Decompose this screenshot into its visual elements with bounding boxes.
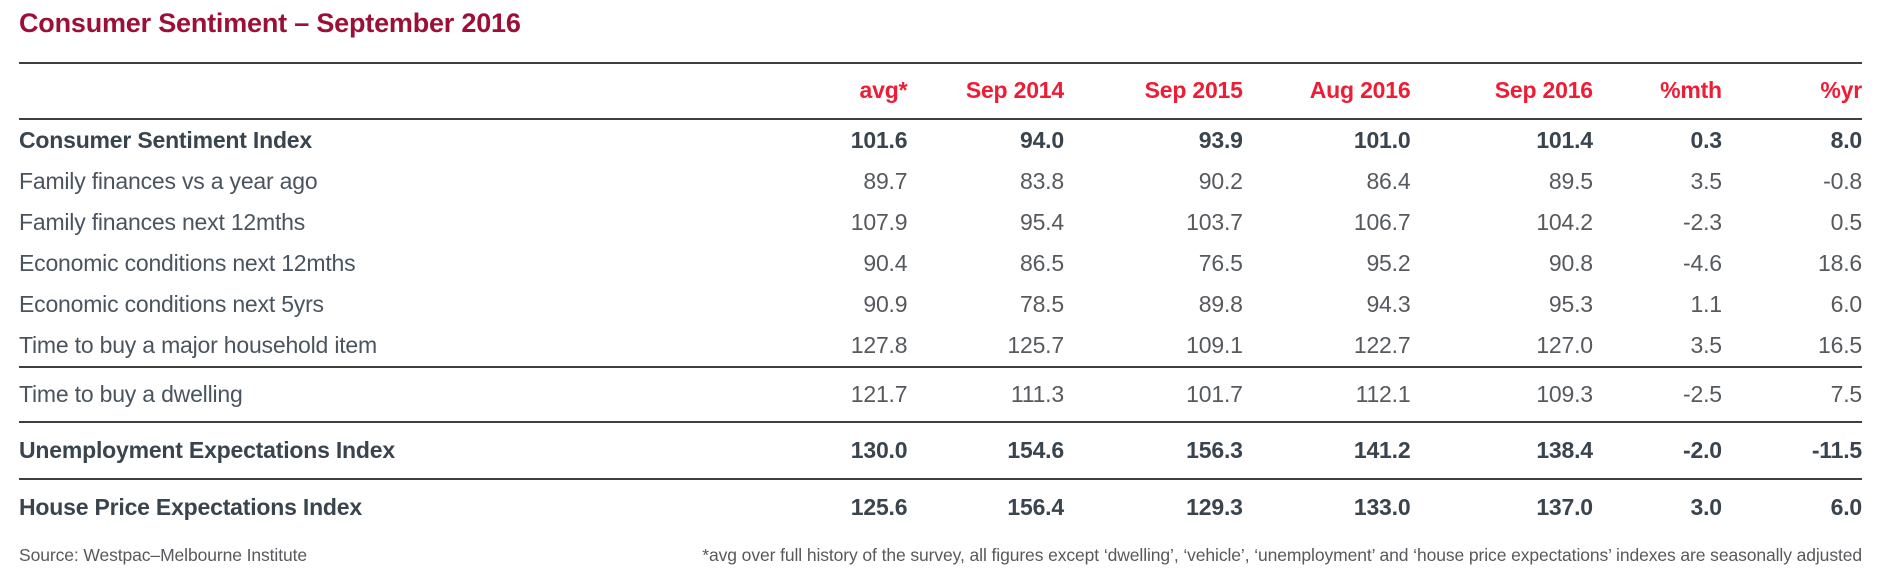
cell-value: 7.5 [1721, 366, 1862, 422]
row-label: Economic conditions next 5yrs [19, 291, 324, 317]
cell-value: 95.2 [1366, 250, 1411, 276]
row-label: Unemployment Expectations Index [19, 421, 757, 479]
cell-value: 89.5 [1548, 168, 1593, 194]
cell-value: 130.0 [756, 421, 908, 479]
cell-value: 101.4 [1536, 127, 1593, 153]
cell-value: 133.0 [1242, 478, 1411, 535]
cell-value: 90.9 [863, 291, 908, 317]
table-row: Economic conditions next 12mths 90.4 86.5 7… [19, 243, 1862, 284]
cell-value: -11.5 [1721, 421, 1862, 479]
cell-value: 93.9 [1198, 127, 1243, 153]
column-header: Aug 2016 [1242, 62, 1411, 120]
row-label: Family finances vs a year ago [19, 168, 318, 194]
cell-value: 156.3 [1063, 421, 1243, 479]
table-row: Unemployment Expectations Index 130.0 154.… [19, 421, 1862, 479]
cell-value: 101.6 [850, 127, 908, 153]
cell-value: 125.6 [756, 478, 908, 535]
cell-value: 127.0 [1536, 332, 1593, 358]
table-footer: Source: Westpac–Melbourne Institute *avg… [19, 545, 1862, 566]
table-row: Consumer Sentiment Index 101.6 94.0 93.9 101… [19, 119, 1862, 161]
header-row: avg* Sep 2014 Sep 2015 Aug 2016 Sep 2016 %mth… [19, 62, 1862, 120]
cell-value: 86.5 [1020, 250, 1064, 276]
column-header: Sep 2015 [1063, 62, 1243, 120]
footnote: *avg over full history of the survey, al… [702, 545, 1862, 565]
column-header: Sep 2016 [1410, 62, 1593, 120]
cell-value: 121.7 [756, 366, 908, 422]
cell-value: 94.3 [1366, 291, 1411, 317]
column-header: %mth [1592, 62, 1722, 120]
cell-value: -0.8 [1823, 168, 1862, 194]
table-row: Economic conditions next 5yrs 90.9 78.5 89.… [19, 284, 1862, 325]
table-header: avg* Sep 2014 Sep 2015 Aug 2016 Sep 2016 %mth… [19, 62, 1862, 120]
cell-value: 112.1 [1242, 366, 1411, 422]
cell-value: 16.5 [1818, 332, 1862, 358]
cell-value: 3.5 [1690, 332, 1723, 358]
cell-value: 6.0 [1721, 478, 1862, 535]
cell-value: 0.5 [1830, 209, 1863, 235]
row-label: Time to buy a dwelling [19, 366, 757, 422]
table-body: Consumer Sentiment Index 101.6 94.0 93.9 101… [19, 119, 1862, 535]
column-header: avg* [756, 62, 908, 120]
cell-value: 89.7 [863, 168, 908, 194]
column-header: Sep 2014 [907, 62, 1064, 120]
cell-value: 78.5 [1020, 291, 1064, 317]
table-row: Family finances vs a year ago 89.7 83.8 90.… [19, 161, 1862, 202]
cell-value: 109.3 [1410, 366, 1593, 422]
row-label: Family finances next 12mths [19, 209, 306, 235]
row-label: Time to buy a major household item [19, 332, 377, 358]
table-row: Time to buy a major household item 127.8 1… [19, 325, 1862, 367]
column-header-blank [19, 62, 757, 120]
cell-value: 18.6 [1818, 250, 1862, 276]
cell-value: 109.1 [1186, 332, 1243, 358]
column-header: %yr [1721, 62, 1862, 120]
cell-value: 111.3 [907, 366, 1064, 422]
cell-value: 94.0 [1020, 127, 1064, 153]
cell-value: 122.7 [1353, 332, 1411, 358]
cell-value: -4.6 [1683, 250, 1722, 276]
cell-value: 86.4 [1366, 168, 1411, 194]
row-label: Economic conditions next 12mths [19, 250, 356, 276]
cell-value: 156.4 [907, 478, 1064, 535]
cell-value: 107.9 [850, 209, 908, 235]
cell-value: 83.8 [1020, 168, 1064, 194]
cell-value: 103.7 [1186, 209, 1243, 235]
cell-value: 127.8 [850, 332, 908, 358]
cell-value: 101.0 [1353, 127, 1411, 153]
cell-value: 6.0 [1830, 291, 1863, 317]
cell-value: 138.4 [1410, 421, 1593, 479]
source-note: Source: Westpac–Melbourne Institute [19, 545, 308, 565]
cell-value: 90.2 [1198, 168, 1243, 194]
cell-value: 76.5 [1198, 250, 1243, 276]
cell-value: 95.3 [1548, 291, 1593, 317]
cell-value: 125.7 [1007, 332, 1064, 358]
cell-value: 95.4 [1020, 209, 1064, 235]
cell-value: 3.5 [1690, 168, 1723, 194]
cell-value: 89.8 [1198, 291, 1243, 317]
cell-value: 101.7 [1063, 366, 1243, 422]
cell-value: 154.6 [907, 421, 1064, 479]
cell-value: 90.8 [1548, 250, 1593, 276]
cell-value: 1.1 [1690, 291, 1723, 317]
table-row: House Price Expectations Index 125.6 156.4… [19, 478, 1862, 535]
cell-value: -2.0 [1592, 421, 1722, 479]
table-row: Time to buy a dwelling 121.7 111.3 101.7 112… [19, 366, 1862, 422]
cell-value: 8.0 [1830, 127, 1863, 153]
cell-value: 3.0 [1592, 478, 1722, 535]
row-label: House Price Expectations Index [19, 478, 757, 535]
cell-value: 106.7 [1353, 209, 1411, 235]
cell-value: 137.0 [1410, 478, 1593, 535]
row-label: Consumer Sentiment Index [19, 127, 312, 153]
cell-value: 0.3 [1690, 127, 1723, 153]
cell-value: 141.2 [1242, 421, 1411, 479]
sentiment-table: avg* Sep 2014 Sep 2015 Aug 2016 Sep 2016 %mth… [19, 62, 1862, 535]
page-title: Consumer Sentiment – September 2016 [19, 8, 521, 38]
cell-value: -2.5 [1592, 366, 1722, 422]
cell-value: 129.3 [1063, 478, 1243, 535]
cell-value: -2.3 [1683, 209, 1722, 235]
cell-value: 90.4 [863, 250, 908, 276]
cell-value: 104.2 [1536, 209, 1593, 235]
table-row: Family finances next 12mths 107.9 95.4 103.… [19, 202, 1862, 243]
